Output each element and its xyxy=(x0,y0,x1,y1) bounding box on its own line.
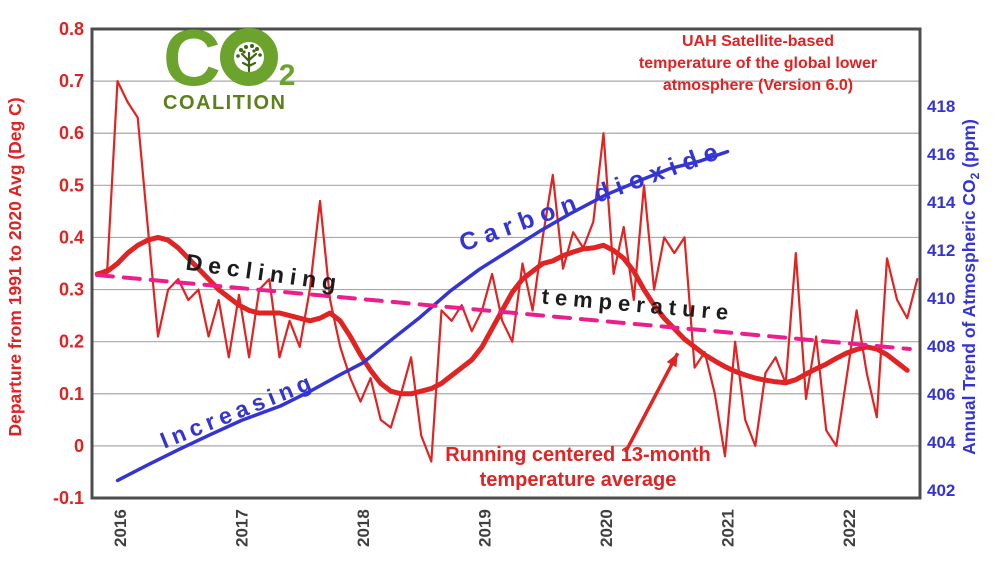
left-tick-label: 0.8 xyxy=(59,19,84,39)
right-axis-title: Annual Trend of Atmospheric CO2 (ppm) xyxy=(959,119,982,455)
logo-letter-c: C xyxy=(163,13,221,102)
right-tick-label: 408 xyxy=(927,337,955,356)
annotation-running-line2: temperature average xyxy=(479,469,677,491)
left-tick-label: 0.5 xyxy=(59,175,84,195)
co2-coalition-logo: C xyxy=(163,13,296,115)
annotation-running-line1: Running centered 13-month xyxy=(445,444,711,466)
right-tick-label: 410 xyxy=(927,289,955,308)
logo-coalition-text: COALITION xyxy=(163,92,287,114)
x-tick-label: 2018 xyxy=(354,509,373,547)
series-smooth xyxy=(115,149,730,483)
series-dashed xyxy=(94,273,912,351)
right-tick-label: 404 xyxy=(927,433,956,452)
left-tick-label: -0.1 xyxy=(53,488,84,508)
logo-letter-o-tree-icon xyxy=(219,28,278,86)
chart-title-line2: temperature of the global lower xyxy=(638,55,878,72)
arrow-head-icon xyxy=(666,353,678,368)
x-tick-label: 2021 xyxy=(719,509,738,547)
right-tick-label: 418 xyxy=(927,97,955,116)
left-tick-label: 0.3 xyxy=(59,280,84,300)
x-tick-label: 2022 xyxy=(840,509,859,547)
tree-icon xyxy=(235,44,262,73)
left-tick-label: 0.7 xyxy=(59,71,84,91)
annotation-running-average: Running centered 13-month temperature av… xyxy=(428,443,728,493)
right-tick-label: 416 xyxy=(927,145,955,164)
x-tick-label: 2019 xyxy=(476,509,495,547)
right-tick-label: 412 xyxy=(927,241,955,260)
logo-subscript-2: 2 xyxy=(278,59,296,92)
right-tick-label: 406 xyxy=(927,385,955,404)
right-tick-label: 402 xyxy=(927,481,955,500)
plot-border xyxy=(90,27,922,500)
left-tick-label: 0.1 xyxy=(59,384,84,404)
x-tick-label: 2017 xyxy=(233,509,252,547)
arrow-line xyxy=(623,352,680,453)
x-tick-label: 2016 xyxy=(111,509,130,547)
left-tick-label: 0.2 xyxy=(59,332,84,352)
right-tick-label: 414 xyxy=(927,193,956,212)
logo-co2-row: C xyxy=(163,13,296,102)
left-tick-label: 0 xyxy=(74,436,84,456)
chart-title-line3: atmosphere (Version 6.0) xyxy=(662,77,854,94)
left-tick-label: 0.4 xyxy=(59,227,84,247)
left-tick-label: 0.6 xyxy=(59,123,84,143)
chart-title: UAH Satellite-based temperature of the g… xyxy=(563,31,953,97)
series-thin xyxy=(96,79,919,463)
left-axis-title: Departure from 1991 to 2020 Avg (Deg C) xyxy=(5,97,25,436)
chart-title-line1: UAH Satellite-based xyxy=(681,33,835,50)
x-tick-label: 2020 xyxy=(597,509,616,547)
